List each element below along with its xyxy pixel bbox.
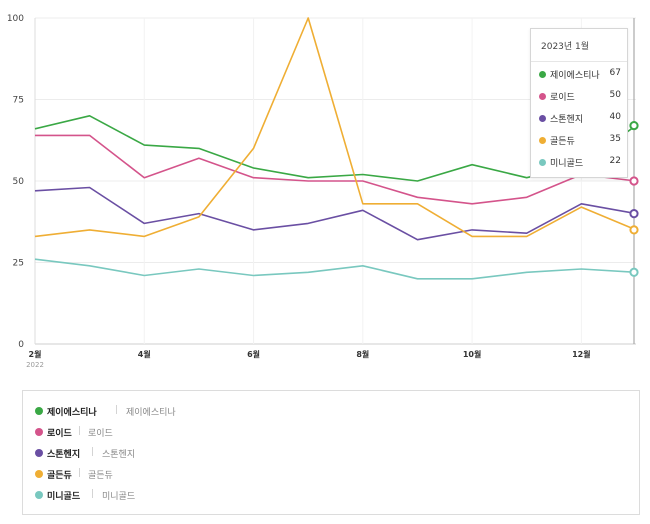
y-tick-label: 0 <box>18 340 24 350</box>
series-dot-icon <box>539 93 546 100</box>
series-endpoint-marker <box>629 209 639 219</box>
legend-series-name: 로이드 <box>47 429 72 439</box>
x-tick-sublabel: 2022 <box>26 361 44 369</box>
series-endpoint-marker <box>629 120 639 131</box>
y-tick-label: 50 <box>13 177 25 187</box>
y-tick-label: 25 <box>13 259 24 269</box>
legend-series-alias: 스톤헨지 <box>102 450 136 460</box>
series-endpoint-marker <box>629 176 639 186</box>
tooltip-row: 골든듀 35 <box>539 134 621 148</box>
series-dot-icon <box>35 428 43 436</box>
tooltip-series-value: 67 <box>609 68 621 78</box>
series-dot-icon <box>539 115 546 122</box>
tooltip-row: 스톤헨지 40 <box>539 112 621 126</box>
x-tick-label: 10월 <box>463 349 482 359</box>
legend-separator: | <box>91 447 95 457</box>
legend-series-alias: 골든듀 <box>88 471 113 481</box>
series-line <box>34 186 637 241</box>
series-endpoint-marker <box>629 225 639 235</box>
x-tick-label: 12월 <box>572 349 591 359</box>
y-tick-label: 75 <box>13 96 24 106</box>
legend-series-alias: 미니골드 <box>102 492 136 502</box>
series-dot-icon <box>35 407 43 415</box>
legend-separator: | <box>78 468 82 478</box>
legend-series-name: 스톤헨지 <box>47 450 81 460</box>
tooltip-series-name: 제이에스티나 <box>550 71 600 81</box>
line-chart: 0 25 50 75 100 2월 4월 6월 8월 10월 12월 2022 <box>7 14 639 369</box>
tooltip-series-name: 미니골드 <box>550 159 584 169</box>
y-tick-label: 100 <box>7 14 24 24</box>
legend-series-name: 미니골드 <box>47 492 81 502</box>
chart-tooltip: 2023년 1월 제이에스티나 67 로이드 50 스톤헨지 40 골든듀 35… <box>530 28 628 178</box>
tooltip-series-name: 스톤헨지 <box>550 115 584 125</box>
series-dot-icon <box>539 137 546 144</box>
tooltip-row: 로이드 50 <box>539 90 621 104</box>
series-line <box>34 17 637 238</box>
series-line <box>34 258 637 280</box>
chart-markers <box>629 120 639 277</box>
legend-series-alias: 제이에스티나 <box>126 408 176 418</box>
tooltip-row: 제이에스티나 67 <box>539 68 621 82</box>
legend-series-alias: 로이드 <box>88 429 113 439</box>
legend-separator: | <box>91 489 95 499</box>
series-endpoint-marker <box>629 267 639 277</box>
series-dot-icon <box>35 470 43 478</box>
tooltip-series-value: 22 <box>609 156 621 166</box>
series-dot-icon <box>35 491 43 499</box>
tooltip-series-name: 골든듀 <box>550 137 575 147</box>
tooltip-series-value: 35 <box>609 134 621 144</box>
x-tick-label: 6월 <box>247 349 260 359</box>
x-tick-label: 8월 <box>356 349 369 359</box>
legend-separator: | <box>115 405 119 415</box>
tooltip-row: 미니골드 22 <box>539 156 621 170</box>
x-tick-label: 4월 <box>138 349 151 359</box>
series-dot-icon <box>35 449 43 457</box>
tooltip-series-name: 로이드 <box>550 93 575 103</box>
legend-series-name: 제이에스티나 <box>47 408 97 418</box>
series-line <box>35 134 637 205</box>
x-tick-label: 2월 <box>29 349 42 359</box>
legend-series-name: 골든듀 <box>47 471 72 481</box>
chart-series <box>34 17 637 280</box>
series-dot-icon <box>539 159 546 166</box>
tooltip-title: 2023년 1월 <box>531 29 627 62</box>
tooltip-series-value: 50 <box>609 90 621 100</box>
legend-separator: | <box>78 426 82 436</box>
tooltip-series-value: 40 <box>609 112 621 122</box>
series-dot-icon <box>539 71 546 78</box>
chart-legend: 제이에스티나 | 제이에스티나 로이드 | 로이드 스톤헨지 | 스톤헨지 골든… <box>22 390 640 515</box>
